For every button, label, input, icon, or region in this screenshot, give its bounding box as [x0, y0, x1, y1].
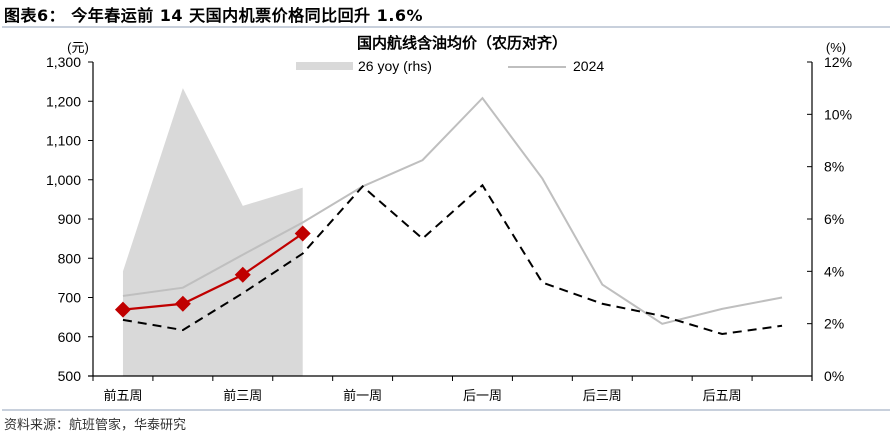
x-tick-label: 前五周 [103, 388, 142, 404]
left-tick-label: 900 [58, 211, 82, 227]
right-tick-label: 10% [824, 106, 852, 122]
figure-title: 图表6： 今年春运前 14 天国内机票价格同比回升 1.6% [4, 6, 424, 25]
x-tick-label: 前一周 [343, 388, 382, 404]
series-line-2 [122, 183, 783, 336]
title-divider [2, 26, 890, 28]
legend-swatch-yoy [296, 62, 353, 70]
left-tick-label: 1,000 [46, 172, 81, 188]
left-tick-label: 600 [58, 329, 82, 345]
x-tick-label: 后五周 [703, 389, 742, 404]
series-line-1 [122, 96, 783, 325]
left-tick-label: 700 [58, 290, 82, 306]
diamond-marker [174, 295, 191, 312]
x-tick-label: 后一周 [463, 389, 502, 404]
legend-label-yoy: 26 yoy (rhs) [358, 58, 432, 74]
source-note: 资料来源：航班管家，华泰研究 [4, 418, 187, 433]
left-tick-label: 1,300 [46, 54, 81, 70]
right-tick-label: 12% [824, 54, 852, 70]
x-tick-label: 后三周 [583, 389, 622, 404]
right-axis-unit: (%) [826, 40, 846, 55]
right-tick-label: 6% [824, 211, 844, 227]
right-tick-label: 0% [824, 368, 844, 384]
right-tick-label: 2% [824, 316, 844, 332]
diamond-marker [294, 225, 311, 242]
axes: 1,300 1,200 1,100 1,000 900 800 700 600 500 12% 10… [46, 54, 852, 404]
series-area-yoy [122, 88, 303, 377]
left-tick-label: 1,200 [46, 93, 81, 109]
right-tick-label: 8% [824, 159, 844, 175]
diamond-marker [234, 266, 251, 283]
chart-title: 国内航线含油均价（农历对齐） [357, 34, 567, 52]
left-tick-label: 1,100 [46, 133, 81, 149]
legend-label-2024: 2024 [573, 58, 604, 74]
series-line-3 [122, 232, 304, 311]
chart-legend: 26 yoy (rhs) 2024 [296, 58, 604, 74]
diamond-marker [114, 301, 131, 318]
left-axis-unit: (元) [67, 40, 89, 55]
x-tick-label: 前三周 [223, 388, 262, 404]
left-tick-label: 800 [58, 250, 82, 266]
plot-area [114, 88, 783, 377]
left-tick-label: 500 [58, 368, 82, 384]
right-tick-label: 4% [824, 263, 844, 279]
source-divider [2, 409, 890, 411]
